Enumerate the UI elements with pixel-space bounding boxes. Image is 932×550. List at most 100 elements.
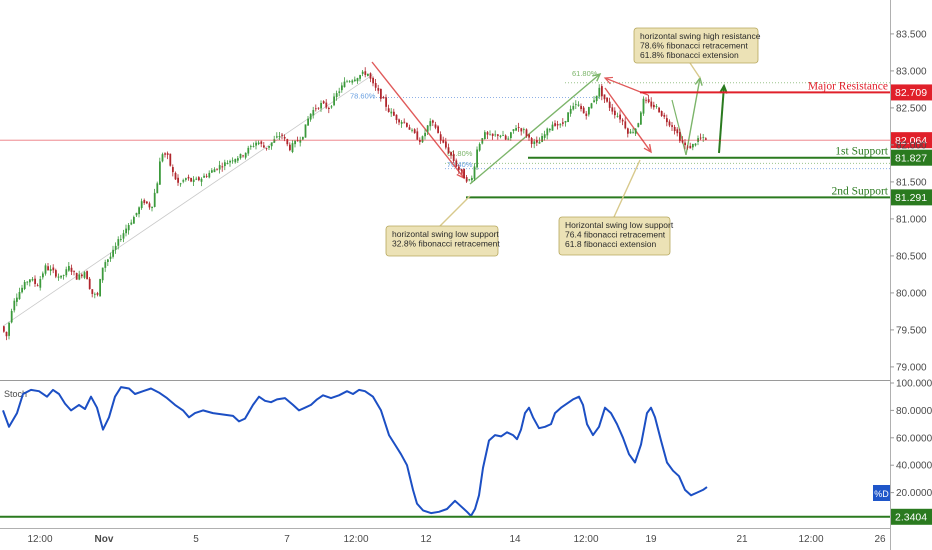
candle-body	[3, 326, 5, 332]
time-tick-label: 12:00	[573, 534, 598, 545]
time-tick-label: 21	[736, 534, 748, 545]
candle-body	[164, 153, 166, 155]
candle-body	[374, 83, 377, 88]
candle-body	[52, 267, 55, 271]
candle-body	[91, 289, 94, 294]
candle-body	[146, 201, 148, 204]
candle-body	[582, 107, 585, 114]
candle-body	[289, 144, 291, 151]
level-value-last: 82.064	[895, 135, 927, 147]
candle-body	[294, 140, 296, 145]
stoch-tick-label: 20.0000	[896, 488, 932, 499]
candle-body	[468, 179, 471, 181]
candle-body	[252, 146, 255, 147]
candle-body	[499, 135, 502, 137]
candle-body	[452, 153, 455, 161]
candle-body	[580, 105, 582, 110]
candle-body	[104, 262, 107, 268]
candle-body	[70, 267, 73, 272]
candle-body	[528, 134, 530, 138]
level-badge-resistance	[891, 84, 932, 101]
candle-body	[351, 80, 354, 83]
note-line: horizontal swing high resistance	[640, 31, 761, 41]
candle-body	[198, 177, 200, 181]
candle-body	[270, 142, 273, 147]
candle-body	[510, 132, 512, 139]
candle-body	[619, 114, 621, 120]
time-tick-label: 12	[420, 534, 432, 545]
candle-body	[601, 86, 603, 97]
candle-body	[328, 107, 330, 110]
candle-body	[208, 172, 211, 178]
candle-body	[78, 274, 81, 280]
red-swing-arrow-head	[603, 76, 614, 85]
candle-body	[666, 118, 668, 123]
note-box	[558, 216, 671, 256]
candle-body	[616, 116, 619, 117]
candle-body	[286, 139, 289, 145]
note-box	[385, 225, 499, 257]
candle-body	[73, 271, 75, 273]
candle-body	[481, 138, 484, 144]
candle-body	[608, 101, 611, 108]
candle-body	[172, 167, 174, 173]
stochastic-panel: Stoch 2.3404 %D	[0, 386, 932, 525]
candle-body	[231, 160, 234, 162]
candle-body	[523, 129, 525, 131]
candle-body	[447, 147, 450, 153]
candle-body	[148, 203, 151, 208]
candle-body	[247, 147, 250, 154]
candle-body	[224, 162, 226, 167]
candle-body	[377, 88, 380, 91]
candle-body	[567, 112, 569, 122]
red-swing-arrow	[604, 87, 652, 153]
candle-body	[36, 285, 39, 287]
candle-body	[432, 120, 434, 123]
grid	[0, 0, 891, 550]
candle-body	[244, 152, 247, 158]
candle-body	[546, 128, 549, 136]
candle-body	[398, 119, 400, 123]
candle-body	[434, 124, 437, 128]
candle-body	[541, 136, 543, 142]
price-tick-label: 81.500	[896, 177, 927, 188]
candle-body	[369, 73, 372, 79]
candle-body	[699, 137, 702, 139]
candle-body	[590, 103, 593, 109]
level-value-support2: 81.291	[895, 192, 927, 204]
candle-body	[39, 279, 42, 288]
projection-arrow	[718, 85, 725, 154]
candle-body	[554, 123, 556, 126]
candle-body	[229, 160, 231, 163]
candle-body	[304, 124, 307, 138]
candle-body	[31, 279, 34, 281]
candle-body	[538, 141, 541, 144]
candle-body	[192, 179, 195, 182]
candle-body	[151, 206, 153, 209]
note-leader	[439, 195, 471, 227]
time-tick-label: 12:00	[343, 534, 368, 545]
candle-body	[117, 239, 120, 246]
candle-body	[187, 176, 190, 179]
candle-body	[497, 134, 499, 136]
candle-body	[99, 279, 101, 297]
candle-body	[161, 154, 164, 162]
candle-body	[23, 281, 26, 290]
candle-body	[81, 274, 83, 277]
candle-body	[177, 177, 179, 183]
candle-body	[611, 107, 614, 112]
candle-body	[372, 77, 374, 84]
note-line: horizontal swing low support	[392, 229, 499, 239]
candle-body	[291, 143, 294, 153]
candle-body	[551, 124, 554, 131]
candle-body	[393, 111, 395, 116]
level-value-support1: 81.827	[895, 153, 927, 165]
candle-body	[16, 297, 18, 302]
candle-body	[159, 161, 161, 185]
candle-body	[564, 121, 567, 123]
candle-body	[18, 291, 21, 300]
candle-body	[562, 122, 564, 124]
candle-body	[471, 177, 473, 181]
candle-body	[333, 96, 335, 106]
time-tick-label: 5	[193, 534, 199, 545]
